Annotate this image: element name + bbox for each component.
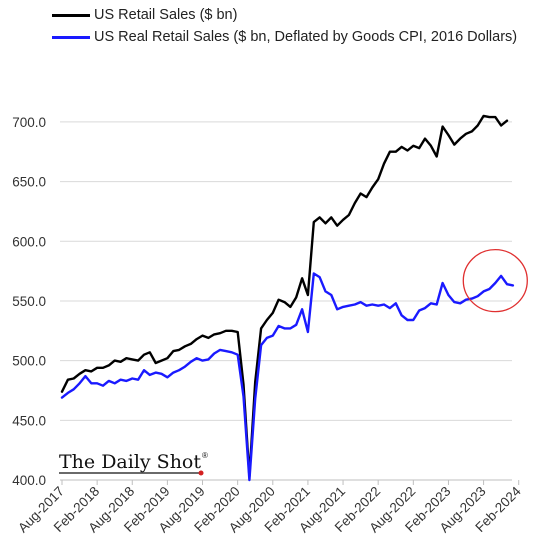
daily-shot-logo: The Daily Shot ® bbox=[59, 451, 208, 476]
y-tick-label: 400.0 bbox=[12, 473, 46, 488]
legend-label-retail-sales: US Retail Sales ($ bn) bbox=[94, 7, 238, 23]
legend: US Retail Sales ($ bn) US Real Retail Sa… bbox=[52, 4, 517, 48]
highlight-circle bbox=[462, 248, 528, 313]
series-line-retail-sales bbox=[60, 114, 509, 478]
brand-dot bbox=[198, 470, 204, 476]
legend-label-real-retail-sales: US Real Retail Sales ($ bn, Deflated by … bbox=[94, 29, 518, 45]
series-line-real-retail-sales bbox=[60, 272, 515, 482]
y-tick-label: 700.0 bbox=[12, 115, 46, 130]
y-tick-label: 500.0 bbox=[12, 354, 46, 369]
legend-swatch-real-retail-sales bbox=[52, 35, 90, 39]
series-lines bbox=[60, 114, 515, 482]
y-tick-label: 600.0 bbox=[12, 234, 46, 249]
y-tick-label: 650.0 bbox=[12, 175, 46, 190]
x-axis: Aug-2017Feb-2018Aug-2018Feb-2019Aug-2019… bbox=[15, 479, 524, 536]
y-axis: 700.0 650.0 600.0 550.0 500.0 450.0 400.0 bbox=[12, 115, 46, 488]
brand-mark: ® bbox=[202, 451, 208, 460]
grid-lines bbox=[60, 121, 512, 421]
y-tick-label: 550.0 bbox=[12, 294, 46, 309]
legend-item-retail-sales: US Retail Sales ($ bn) bbox=[52, 4, 517, 26]
legend-swatch-retail-sales bbox=[52, 13, 90, 17]
legend-item-real-retail-sales: US Real Retail Sales ($ bn, Deflated by … bbox=[52, 26, 517, 48]
brand-text: The Daily Shot bbox=[59, 451, 201, 473]
y-tick-label: 450.0 bbox=[12, 413, 46, 428]
